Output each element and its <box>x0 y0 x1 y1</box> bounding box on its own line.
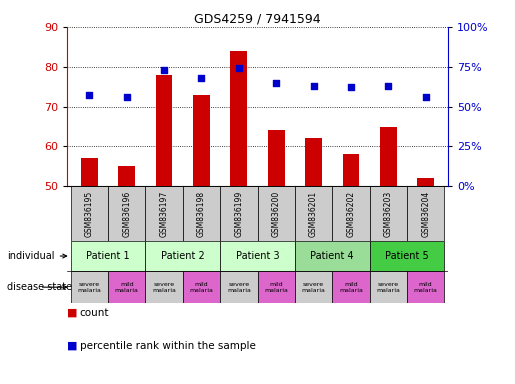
Bar <box>258 186 295 241</box>
Text: ■: ■ <box>67 308 81 318</box>
Bar <box>145 186 183 241</box>
Bar <box>71 241 145 271</box>
Bar <box>258 271 295 303</box>
Bar <box>220 186 258 241</box>
Text: GSM836204: GSM836204 <box>421 190 430 237</box>
Text: mild
malaria: mild malaria <box>115 282 139 293</box>
Text: severe
malaria: severe malaria <box>376 282 400 293</box>
Bar <box>380 126 397 186</box>
Text: Patient 5: Patient 5 <box>385 251 429 261</box>
Text: disease state: disease state <box>7 282 72 292</box>
Text: GSM836203: GSM836203 <box>384 190 393 237</box>
Bar <box>332 271 370 303</box>
Bar <box>145 271 183 303</box>
Bar <box>220 271 258 303</box>
Bar <box>183 271 220 303</box>
Text: mild
malaria: mild malaria <box>264 282 288 293</box>
Text: GSM836199: GSM836199 <box>234 190 243 237</box>
Point <box>384 83 392 89</box>
Bar <box>108 186 145 241</box>
Bar <box>220 241 295 271</box>
Point <box>347 84 355 91</box>
Bar <box>268 131 285 186</box>
Point <box>85 93 94 99</box>
Bar <box>370 241 444 271</box>
Bar <box>108 271 145 303</box>
Text: GSM836198: GSM836198 <box>197 190 206 237</box>
Text: Patient 1: Patient 1 <box>86 251 130 261</box>
Bar <box>183 186 220 241</box>
Title: GDS4259 / 7941594: GDS4259 / 7941594 <box>194 13 321 26</box>
Bar <box>118 166 135 186</box>
Point <box>197 75 205 81</box>
Text: severe
malaria: severe malaria <box>227 282 251 293</box>
Point <box>235 65 243 71</box>
Text: individual: individual <box>7 251 66 261</box>
Bar <box>370 186 407 241</box>
Text: percentile rank within the sample: percentile rank within the sample <box>80 341 256 351</box>
Text: count: count <box>80 308 109 318</box>
Text: GSM836195: GSM836195 <box>85 190 94 237</box>
Bar <box>156 75 173 186</box>
Bar <box>342 154 359 186</box>
Text: ■: ■ <box>67 341 81 351</box>
Bar <box>295 271 332 303</box>
Bar <box>145 241 220 271</box>
Bar <box>230 51 247 186</box>
Text: GSM836196: GSM836196 <box>122 190 131 237</box>
Text: mild
malaria: mild malaria <box>339 282 363 293</box>
Point <box>160 67 168 73</box>
Text: mild
malaria: mild malaria <box>414 282 438 293</box>
Text: Patient 3: Patient 3 <box>236 251 279 261</box>
Bar <box>295 186 332 241</box>
Text: GSM836200: GSM836200 <box>272 190 281 237</box>
Text: severe
malaria: severe malaria <box>77 282 101 293</box>
Bar <box>81 158 98 186</box>
Text: Patient 4: Patient 4 <box>311 251 354 261</box>
Bar <box>407 271 444 303</box>
Bar <box>71 186 108 241</box>
Bar <box>295 241 370 271</box>
Bar <box>193 94 210 186</box>
Point <box>123 94 131 100</box>
Text: GSM836201: GSM836201 <box>309 190 318 237</box>
Text: severe
malaria: severe malaria <box>302 282 325 293</box>
Text: GSM836202: GSM836202 <box>347 190 355 237</box>
Bar <box>407 186 444 241</box>
Text: GSM836197: GSM836197 <box>160 190 168 237</box>
Point <box>310 83 318 89</box>
Bar <box>417 178 434 186</box>
Point <box>421 94 430 100</box>
Text: mild
malaria: mild malaria <box>190 282 213 293</box>
Text: Patient 2: Patient 2 <box>161 251 204 261</box>
Text: severe
malaria: severe malaria <box>152 282 176 293</box>
Bar <box>370 271 407 303</box>
Point <box>272 79 280 86</box>
Bar <box>71 271 108 303</box>
Bar <box>305 139 322 186</box>
Bar <box>332 186 370 241</box>
